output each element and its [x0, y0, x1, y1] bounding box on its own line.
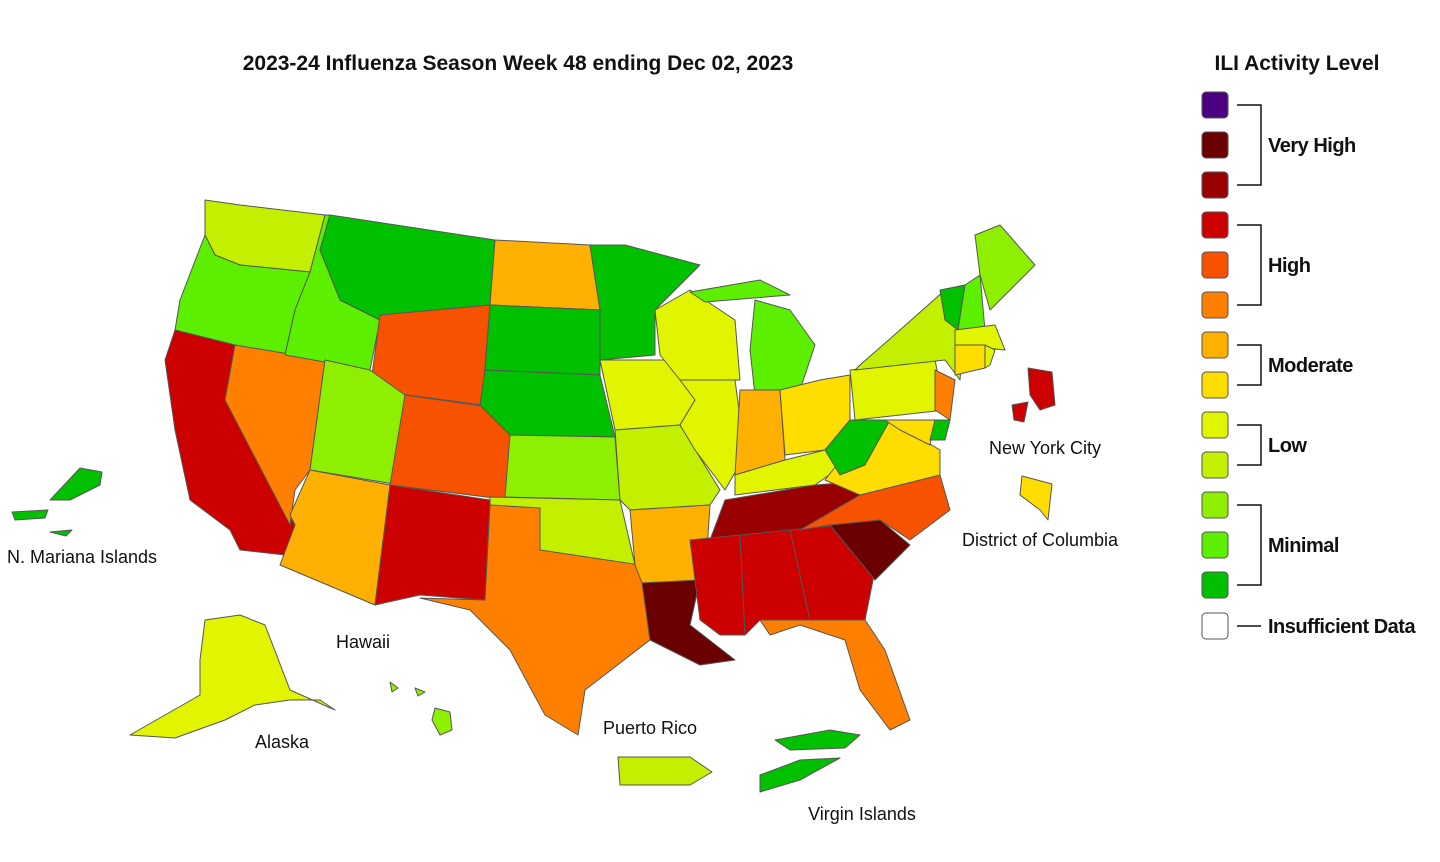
legend-swatch	[1201, 531, 1229, 559]
territory-label: Puerto Rico	[603, 718, 697, 738]
legend-bracket	[1237, 224, 1262, 306]
legend-swatch	[1201, 91, 1229, 119]
state-region	[389, 681, 399, 693]
legend-swatch	[1201, 571, 1229, 599]
territory-label: Alaska	[255, 732, 310, 752]
state-region	[489, 239, 601, 311]
legend-swatch	[1201, 331, 1229, 359]
legend-swatch	[1201, 211, 1229, 239]
state-region	[504, 434, 621, 501]
state-region	[824, 419, 891, 476]
state-region	[49, 529, 73, 537]
state-region	[774, 729, 861, 751]
state-region	[759, 619, 911, 731]
legend-title: ILI Activity Level	[1215, 52, 1380, 75]
legend-swatch	[1201, 131, 1229, 159]
state-region	[689, 534, 746, 636]
state-region	[49, 467, 103, 501]
state-region	[1019, 475, 1053, 521]
legend-group-label: Low	[1268, 435, 1307, 457]
state-region	[884, 419, 936, 446]
legend-swatch	[1201, 451, 1229, 479]
state-region	[419, 504, 651, 736]
state-region	[374, 484, 491, 606]
state-region	[984, 344, 996, 369]
legend-group-label: Very High	[1268, 135, 1356, 157]
legend-swatch	[1201, 411, 1229, 439]
state-region	[1027, 367, 1056, 411]
legend-swatch	[1201, 171, 1229, 199]
state-region	[11, 509, 49, 521]
state-region	[749, 299, 816, 396]
state-region	[934, 369, 956, 421]
state-region	[589, 244, 701, 361]
state-region	[1011, 401, 1029, 423]
state-region	[654, 289, 741, 381]
state-region	[974, 224, 1036, 311]
territory-label: Virgin Islands	[808, 804, 916, 824]
legend-bracket	[1237, 344, 1262, 386]
legend-swatch	[1201, 491, 1229, 519]
legend-swatch	[1201, 291, 1229, 319]
state-region	[954, 344, 986, 376]
map-title: 2023-24 Influenza Season Week 48 ending …	[243, 52, 794, 75]
legend-bracket	[1237, 104, 1262, 186]
state-region	[484, 304, 601, 376]
territory-label: District of Columbia	[962, 530, 1119, 550]
state-region	[929, 419, 951, 441]
legend-group-label: Insufficient Data	[1268, 616, 1416, 638]
state-region	[617, 756, 713, 786]
state-region	[414, 687, 426, 697]
territory-label: N. Mariana Islands	[7, 547, 157, 567]
legend-swatch	[1201, 612, 1229, 640]
legend-bracket	[1237, 424, 1262, 466]
legend-group-label: High	[1268, 255, 1310, 277]
state-region	[279, 469, 391, 606]
territory-label: New York City	[989, 438, 1101, 458]
state-region	[689, 279, 791, 303]
state-region	[129, 614, 336, 739]
legend-swatch	[1201, 371, 1229, 399]
territory-label: Hawaii	[336, 632, 390, 652]
state-region	[759, 757, 841, 793]
legend-group-label: Minimal	[1268, 535, 1339, 557]
state-region	[954, 324, 1006, 351]
legend-group-label: Moderate	[1268, 355, 1353, 377]
state-region	[957, 274, 986, 331]
legend: Very High High Moderate Low Minimal Insuffici…	[1201, 91, 1417, 640]
legend-swatch	[1201, 251, 1229, 279]
legend-bracket	[1237, 504, 1262, 586]
state-region	[431, 707, 453, 736]
state-region	[679, 379, 746, 491]
map: N. Mariana Islands Hawaii Alaska Puerto Ric…	[7, 199, 1119, 824]
